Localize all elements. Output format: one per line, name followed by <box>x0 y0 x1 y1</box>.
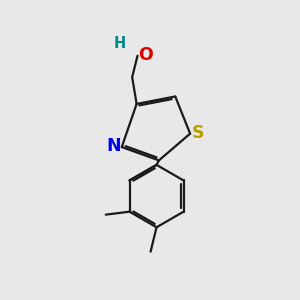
Text: O: O <box>138 46 153 64</box>
Text: S: S <box>192 124 205 142</box>
Text: N: N <box>107 137 121 155</box>
Text: H: H <box>114 35 126 50</box>
